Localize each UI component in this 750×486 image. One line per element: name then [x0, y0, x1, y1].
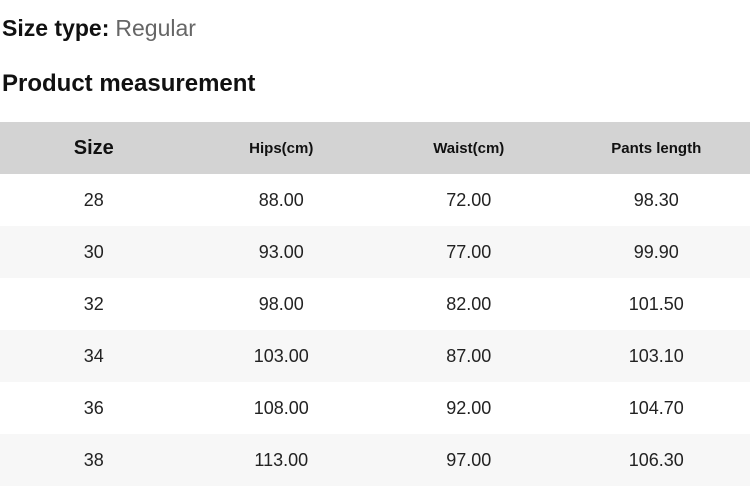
- waist-cell: 92.00: [446, 397, 492, 418]
- size-cell: 28: [83, 189, 104, 210]
- table-header-row: Size Hips(cm) Waist(cm) Pants length: [0, 122, 750, 174]
- measurement-table: Size Hips(cm) Waist(cm) Pants length 28 …: [0, 122, 750, 486]
- header-cell-pants-length: Pants length: [611, 139, 702, 157]
- section-title: Product measurement: [2, 70, 256, 97]
- waist-cell: 72.00: [446, 189, 492, 210]
- table-row: 36 108.00 92.00 104.70: [0, 382, 750, 434]
- pants-length-cell: 99.90: [633, 241, 679, 262]
- waist-cell: 82.00: [446, 293, 492, 314]
- table-row: 30 93.00 77.00 99.90: [0, 226, 750, 278]
- pants-length-cell: 104.70: [628, 397, 684, 418]
- table-row: 28 88.00 72.00 98.30: [0, 174, 750, 226]
- table-row: 38 113.00 97.00 106.30: [0, 434, 750, 486]
- pants-length-cell: 101.50: [628, 293, 684, 314]
- header-cell-hips: Hips(cm): [249, 139, 314, 157]
- pants-length-cell: 103.10: [628, 345, 684, 366]
- size-cell: 34: [83, 345, 104, 366]
- header-cell-waist: Waist(cm): [433, 139, 505, 157]
- header-cell-size: Size: [73, 136, 114, 159]
- size-cell: 36: [83, 397, 104, 418]
- hips-cell: 108.00: [253, 397, 309, 418]
- size-type-label: Size type:: [2, 15, 110, 41]
- hips-cell: 98.00: [258, 293, 304, 314]
- waist-cell: 97.00: [446, 449, 492, 470]
- size-type-value: Regular: [115, 15, 196, 41]
- size-cell: 30: [83, 241, 104, 262]
- waist-cell: 77.00: [446, 241, 492, 262]
- pants-length-cell: 106.30: [628, 449, 684, 470]
- size-cell: 38: [83, 449, 104, 470]
- table-row: 32 98.00 82.00 101.50: [0, 278, 750, 330]
- size-cell: 32: [83, 293, 104, 314]
- hips-cell: 93.00: [258, 241, 304, 262]
- waist-cell: 87.00: [446, 345, 492, 366]
- hips-cell: 88.00: [258, 189, 304, 210]
- size-type-line: Size type: Regular: [0, 0, 750, 42]
- hips-cell: 103.00: [253, 345, 309, 366]
- pants-length-cell: 98.30: [633, 189, 679, 210]
- table-row: 34 103.00 87.00 103.10: [0, 330, 750, 382]
- hips-cell: 113.00: [254, 449, 309, 470]
